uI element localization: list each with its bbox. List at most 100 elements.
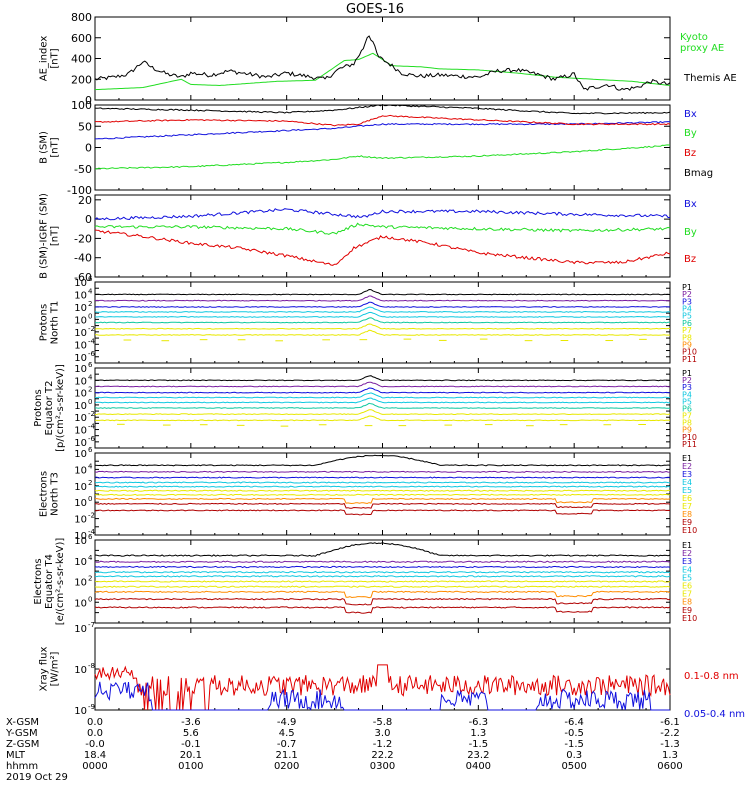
ae-series-green — [94, 52, 671, 91]
y-axis-label: North T1 — [50, 301, 61, 345]
e1-channel-label: E1 — [682, 454, 692, 463]
y-axis-label: [p/(cm²-s-sr-keV)] — [55, 364, 66, 452]
y-tick-exponent: 0 — [88, 595, 92, 603]
e1-channel-e8 — [95, 497, 671, 505]
y-axis-label: Protons — [39, 304, 50, 341]
y-axis-label: B (SM) — [39, 131, 50, 164]
y-axis-label: Xray flux — [39, 647, 50, 692]
e1-channel-label: E9 — [682, 518, 692, 527]
panel-frame — [94, 194, 671, 278]
y-tick-label: 10 — [74, 531, 87, 542]
y-tick-label: 10 — [74, 315, 87, 326]
axis-value-xgsm: 0.0 — [87, 717, 103, 728]
p2-channel-label: P2 — [682, 376, 692, 385]
e2-channel-e10 — [94, 606, 671, 614]
y-tick-label: 10 — [74, 426, 87, 437]
y-tick-label: -60 — [74, 271, 92, 284]
y-tick-label: 10 — [74, 449, 87, 460]
axis-value-ygsm: 0.0 — [87, 728, 103, 739]
e1-channel-label: E3 — [682, 470, 692, 479]
axis-value-ygsm: 1.3 — [470, 728, 486, 739]
axis-row-label: X-GSM — [6, 717, 39, 728]
y-tick-label: 200 — [71, 73, 92, 86]
legend-b_by: By — [684, 128, 697, 139]
b-series-bz — [94, 114, 671, 127]
p2-channel-p3 — [94, 387, 671, 394]
e2-channel-e6 — [94, 580, 671, 583]
axis-value-zgsm: -1.3 — [660, 739, 680, 750]
p2-channel-p8 — [94, 415, 670, 422]
y-tick-exponent: -4 — [88, 528, 96, 536]
y-tick-exponent: 4 — [88, 373, 93, 381]
p2-channel-label: P9 — [682, 426, 692, 435]
e2-channel-label: E5 — [682, 573, 692, 582]
y-tick-label: 10 — [74, 557, 87, 568]
y-tick-exponent: 2 — [88, 386, 92, 394]
y-tick-label: 10 — [74, 376, 87, 387]
y-tick-label: 10 — [74, 624, 87, 635]
db-series-by — [94, 222, 671, 235]
axis-value-xticks: 0300 — [370, 761, 395, 772]
y-axis-label: [nT] — [50, 48, 61, 68]
p1-channel-label: P4 — [682, 305, 692, 314]
p1-channel-label: P5 — [682, 312, 692, 321]
axis-value-zgsm: -1.2 — [373, 739, 393, 750]
p1-channel-label: P3 — [682, 297, 692, 306]
y-tick-label: 50 — [78, 120, 92, 133]
axis-value-mlt: 18.4 — [84, 750, 106, 761]
y-axis-label: Equator T4 — [44, 554, 55, 609]
y-tick-label: 0 — [85, 94, 92, 107]
y-axis-label: [nT] — [50, 226, 61, 246]
y-tick-exponent: -6 — [88, 435, 96, 443]
e1-channel-e3 — [94, 476, 671, 479]
panel-p2: Protons Equator T2 [p/(cm²-s-sr-keV)] 10 -61… — [33, 361, 697, 452]
p1-channel-label: P10 — [682, 348, 697, 357]
y-tick-exponent: 0 — [88, 312, 92, 320]
y-tick-label: -100 — [67, 184, 92, 197]
y-axis-label: B (SM)-IGRF (SM) — [39, 193, 50, 279]
axis-value-xticks: 0600 — [657, 761, 682, 772]
axis-value-xticks: 0100 — [178, 761, 203, 772]
axis-value-zgsm: -0.0 — [85, 739, 105, 750]
p2-channel-label: P3 — [682, 383, 692, 392]
y-tick-label: 10 — [74, 413, 87, 424]
y-tick-exponent: -2 — [88, 325, 95, 333]
p1-channel-p3 — [94, 301, 670, 308]
y-tick-exponent: 4 — [88, 287, 93, 295]
e1-channel-e9 — [95, 502, 671, 509]
e1-channel-label: E8 — [682, 510, 692, 519]
p2-channel-p5 — [94, 397, 671, 404]
b-series-bmag — [94, 104, 671, 115]
panel-db: B (SM)-IGRF (SM) [nT] -60 -40 -20 0 20 Bx By Bz — [39, 193, 697, 284]
y-tick-exponent: -4 — [88, 337, 96, 345]
y-axis-label: Electrons — [39, 471, 50, 517]
p1-channel-p1 — [94, 288, 671, 296]
y-axis-label: Electrons — [33, 558, 44, 604]
y-axis-label: Protons — [33, 389, 44, 426]
y-tick-label: -20 — [74, 232, 92, 245]
y-tick-exponent: 2 — [88, 479, 92, 487]
e2-channel-label: E9 — [682, 606, 692, 615]
p2-channel-p1 — [94, 375, 671, 382]
y-tick-label: 0 — [85, 213, 92, 226]
e1-channel-label: E2 — [682, 462, 692, 471]
y-tick-exponent: -2 — [88, 410, 95, 418]
b-series-by — [94, 144, 671, 170]
axis-value-ygsm: -0.5 — [564, 728, 584, 739]
y-tick-exponent: -8 — [88, 662, 95, 670]
axis-value-mlt: 1.3 — [662, 750, 678, 761]
y-tick-exponent: -7 — [88, 621, 95, 629]
p2-channel-label: P8 — [682, 419, 692, 428]
panel-frame — [94, 104, 671, 191]
y-axis-label: [nT] — [50, 137, 61, 157]
legend-themis-ae: Themis AE — [683, 73, 737, 84]
y-tick-exponent: -6 — [88, 350, 96, 358]
y-tick-exponent: 2 — [88, 575, 92, 583]
xray-series-short — [94, 681, 670, 711]
legend-db_by: By — [684, 227, 697, 238]
e2-channel-label: E7 — [682, 590, 692, 599]
y-axis-label: [e/(cm²-s-sr-keV)] — [55, 538, 66, 626]
axis-value-xticks: 0000 — [82, 761, 107, 772]
axis-value-zgsm: -0.7 — [277, 739, 297, 750]
